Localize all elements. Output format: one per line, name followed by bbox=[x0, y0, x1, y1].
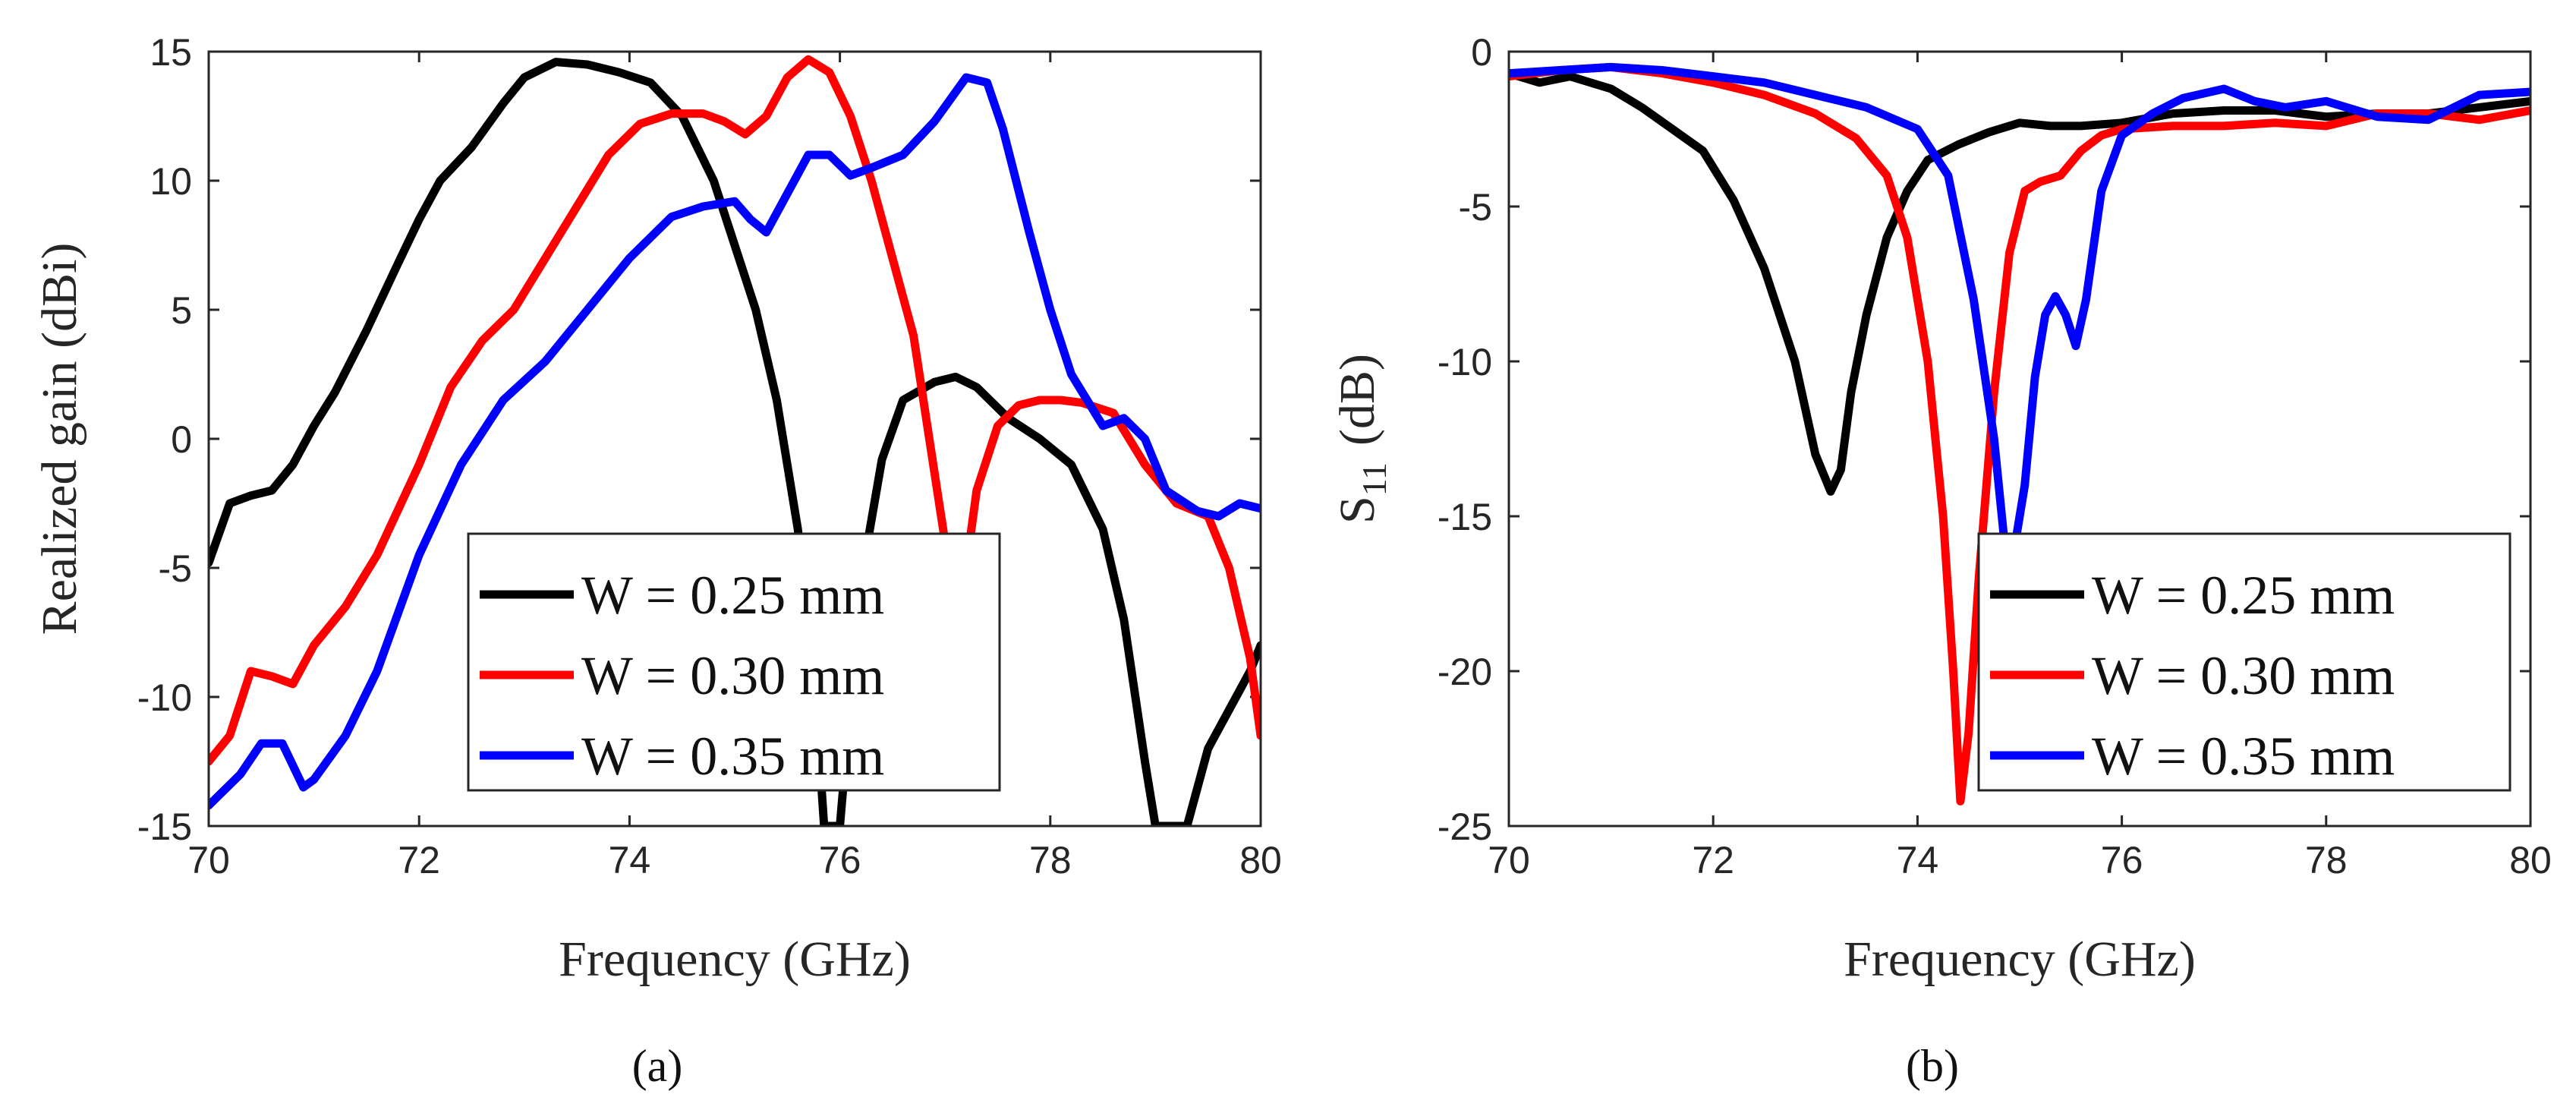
panel-b-x-axis-label: Frequency (GHz) bbox=[1844, 932, 2196, 987]
panel-b-y-tick-label-4: -20 bbox=[1438, 651, 1492, 693]
panel-a-y-tick-label-3: 0 bbox=[171, 418, 192, 461]
panel-b-y-tick-label-1: -5 bbox=[1459, 186, 1492, 229]
panel-b-y-tick-label-3: -15 bbox=[1438, 496, 1492, 538]
panel-b-y-axis-label-sub: 11 bbox=[1355, 462, 1393, 496]
panel-a-legend-label-w035: W = 0.35 mm bbox=[581, 726, 884, 787]
panel-a-legend: W = 0.25 mm W = 0.30 mm W = 0.35 mm bbox=[467, 532, 1001, 792]
panel-b-y-tick-label-2: -10 bbox=[1438, 341, 1492, 383]
panel-a-y-axis-label: Realized gain (dBi) bbox=[32, 243, 87, 635]
panel-b-series-line-1 bbox=[1509, 62, 2530, 806]
panel-b-legend-label-w025: W = 0.25 mm bbox=[2092, 565, 2395, 626]
panel-b-x-tick-label-4: 78 bbox=[2305, 839, 2348, 881]
panel-a-y-tick-label-0: 15 bbox=[150, 31, 192, 74]
panel-a-x-tick-label-0: 70 bbox=[187, 839, 230, 881]
panel-b-legend-box bbox=[1977, 532, 2511, 792]
panel-a-legend-label-w030: W = 0.30 mm bbox=[581, 645, 884, 706]
panel-b-s11: 70 72 74 76 78 80 0 -5 -10 -15 -20 -25 Frequency (G… bbox=[1330, 31, 2552, 1091]
panel-b-legend-label-w035: W = 0.35 mm bbox=[2092, 726, 2395, 787]
panel-a-series-line-1 bbox=[209, 55, 1261, 766]
panel-a-x-tick-label-3: 76 bbox=[819, 839, 861, 881]
panel-b-x-tick-label-5: 80 bbox=[2509, 839, 2552, 881]
panel-a-x-tick-label-2: 74 bbox=[609, 839, 651, 881]
panel-b-y-axis-label-main: S bbox=[1330, 496, 1385, 524]
panel-a-series-line-2 bbox=[209, 73, 1261, 810]
panel-a-legend-box bbox=[467, 532, 1001, 792]
panel-b-y-tick-label-0: 0 bbox=[1471, 31, 1492, 74]
panel-b-legend: W = 0.25 mm W = 0.30 mm W = 0.35 mm bbox=[1977, 532, 2511, 792]
panel-b-x-tick-label-0: 70 bbox=[1488, 839, 1530, 881]
panel-b-y-tick-label-5: -25 bbox=[1438, 806, 1492, 848]
panel-a-y-tick-label-6: -15 bbox=[137, 806, 192, 848]
panel-a-y-tick-label-1: 10 bbox=[150, 160, 192, 203]
panel-a-y-tick-label-2: 5 bbox=[171, 289, 192, 332]
panel-a-realized-gain: 70 72 74 76 78 80 15 10 5 0 -5 -10 -15 Frequency (GH… bbox=[32, 31, 1282, 1091]
panel-a-y-tick-label-4: -5 bbox=[159, 547, 192, 590]
panel-b-x-tick-label-2: 74 bbox=[1897, 839, 1939, 881]
panel-a-y-tick-label-5: -10 bbox=[137, 676, 192, 719]
panel-b-legend-label-w030: W = 0.30 mm bbox=[2092, 645, 2395, 706]
panel-a-caption: (a) bbox=[632, 1041, 683, 1091]
panel-a-tick-labels: 70 72 74 76 78 80 15 10 5 0 -5 -10 -15 bbox=[137, 31, 1282, 881]
panel-b-caption: (b) bbox=[1906, 1041, 1959, 1091]
panel-a-legend-label-w025: W = 0.25 mm bbox=[581, 565, 884, 626]
panel-b-tick-labels: 70 72 74 76 78 80 0 -5 -10 -15 -20 -25 bbox=[1438, 31, 2552, 881]
panel-b-axes-frame bbox=[1507, 50, 2532, 828]
panel-a-x-tick-label-4: 78 bbox=[1029, 839, 1072, 881]
panel-b-x-tick-label-3: 76 bbox=[2101, 839, 2143, 881]
panel-b-x-tick-label-1: 72 bbox=[1692, 839, 1734, 881]
panel-a-x-tick-label-5: 80 bbox=[1239, 839, 1282, 881]
panel-b-y-axis-label-unit: (dB) bbox=[1330, 354, 1385, 446]
panel-a-axes-frame bbox=[207, 50, 1262, 828]
panel-a-x-axis-label: Frequency (GHz) bbox=[559, 932, 911, 987]
panel-b-series bbox=[1509, 62, 2530, 806]
panel-b-series-line-2 bbox=[1509, 62, 2530, 552]
panel-a-x-tick-label-1: 72 bbox=[398, 839, 440, 881]
panel-b-y-axis-label: S11 (dB) bbox=[1330, 354, 1393, 524]
